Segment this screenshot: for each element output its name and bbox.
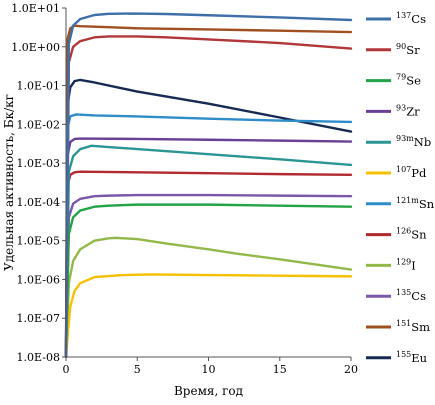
legend-mass: 135 — [396, 288, 411, 297]
legend-element: Sm — [411, 320, 430, 334]
series-lines — [64, 12, 353, 359]
legend-item: 107Pd — [366, 165, 427, 180]
series-line-79-se — [64, 203, 353, 359]
legend: 137Cs90Sr79Se93Zr93mNb107Pd121mSn126Sn12… — [366, 11, 435, 365]
y-tick-label: 1.0E+00 — [11, 41, 60, 54]
legend-label: 137Cs — [396, 11, 426, 26]
legend-mass: 126 — [396, 227, 411, 236]
legend-element: Eu — [411, 351, 427, 365]
legend-label: 151Sm — [396, 319, 430, 334]
legend-item: 93Zr — [366, 103, 420, 118]
legend-element: Sr — [406, 43, 420, 57]
legend-label: 107Pd — [396, 165, 427, 180]
series-line-135-cs — [64, 193, 353, 359]
y-axis-title: Удельная активность, Бк/кг — [2, 94, 16, 271]
legend-element: Zr — [406, 104, 420, 118]
x-tick-label: 5 — [134, 363, 141, 376]
legend-mass: 93 — [396, 103, 406, 112]
legend-mass: 93m — [396, 134, 414, 143]
legend-item: 126Sn — [366, 227, 427, 242]
y-tick-label: 1.0E+01 — [11, 2, 60, 15]
legend-label: 121mSn — [396, 196, 435, 211]
legend-label: 93Zr — [396, 103, 420, 118]
legend-item: 155Eu — [366, 350, 427, 365]
series-line-121m-sn — [64, 113, 353, 359]
series-line-107-pd — [64, 273, 353, 359]
y-tick-label: 1.0E-07 — [17, 312, 60, 325]
series-line-93m-nb — [64, 144, 353, 359]
legend-element: Cs — [411, 12, 426, 26]
legend-mass: 155 — [396, 350, 411, 359]
y-tick-label: 1.0E-08 — [17, 351, 60, 364]
legend-mass: 107 — [396, 165, 411, 174]
x-tick-label: 0 — [63, 363, 70, 376]
series-line-90-sr — [64, 35, 353, 359]
legend-mass: 137 — [396, 11, 411, 20]
legend-label: 155Eu — [396, 350, 427, 365]
legend-item: 79Se — [366, 73, 421, 88]
legend-mass: 129 — [396, 257, 411, 266]
x-tick-label: 15 — [273, 363, 287, 376]
x-ticks: 0 5 10 15 20 — [63, 357, 358, 376]
legend-item: 129I — [366, 257, 416, 272]
x-tick-label: 20 — [344, 363, 358, 376]
legend-element: Pd — [411, 166, 427, 180]
legend-mass: 151 — [396, 319, 411, 328]
legend-element: Sn — [411, 228, 427, 242]
series-line-137-cs — [64, 12, 353, 359]
y-tick-label: 1.0E-02 — [17, 118, 60, 131]
legend-element: I — [411, 258, 416, 272]
y-tick-label: 1.0E-05 — [17, 235, 60, 248]
legend-label: 90Sr — [396, 42, 420, 57]
legend-item: 121mSn — [366, 196, 435, 211]
series-line-129-i — [64, 236, 353, 359]
legend-label: 126Sn — [396, 227, 427, 242]
legend-item: 90Sr — [366, 42, 420, 57]
legend-element: Sn — [419, 197, 435, 211]
legend-mass: 90 — [396, 42, 406, 51]
y-tick-label: 1.0E-06 — [17, 273, 60, 286]
legend-mass: 79 — [396, 73, 406, 82]
legend-element: Nb — [414, 135, 431, 149]
legend-element: Cs — [411, 289, 426, 303]
legend-label: 93mNb — [396, 134, 431, 149]
y-tick-label: 1.0E-03 — [17, 157, 60, 170]
legend-element: Se — [406, 74, 421, 88]
legend-item: 135Cs — [366, 288, 426, 303]
legend-item: 93mNb — [366, 134, 431, 149]
y-tick-label: 1.0E-01 — [17, 80, 60, 93]
legend-label: 135Cs — [396, 288, 426, 303]
y-ticks: 1.0E-08 1.0E-07 1.0E-06 1.0E-05 1.0E-04 1.0E-… — [11, 2, 66, 364]
axes — [65, 8, 351, 358]
legend-label: 79Se — [396, 73, 421, 88]
y-tick-label: 1.0E-04 — [17, 196, 60, 209]
legend-label: 129I — [396, 257, 416, 272]
x-axis-title: Время, год — [174, 384, 243, 398]
legend-item: 137Cs — [366, 11, 426, 26]
legend-item: 151Sm — [366, 319, 430, 334]
x-tick-label: 10 — [202, 363, 216, 376]
legend-mass: 121m — [396, 196, 419, 205]
series-line-151-sm — [64, 24, 353, 359]
